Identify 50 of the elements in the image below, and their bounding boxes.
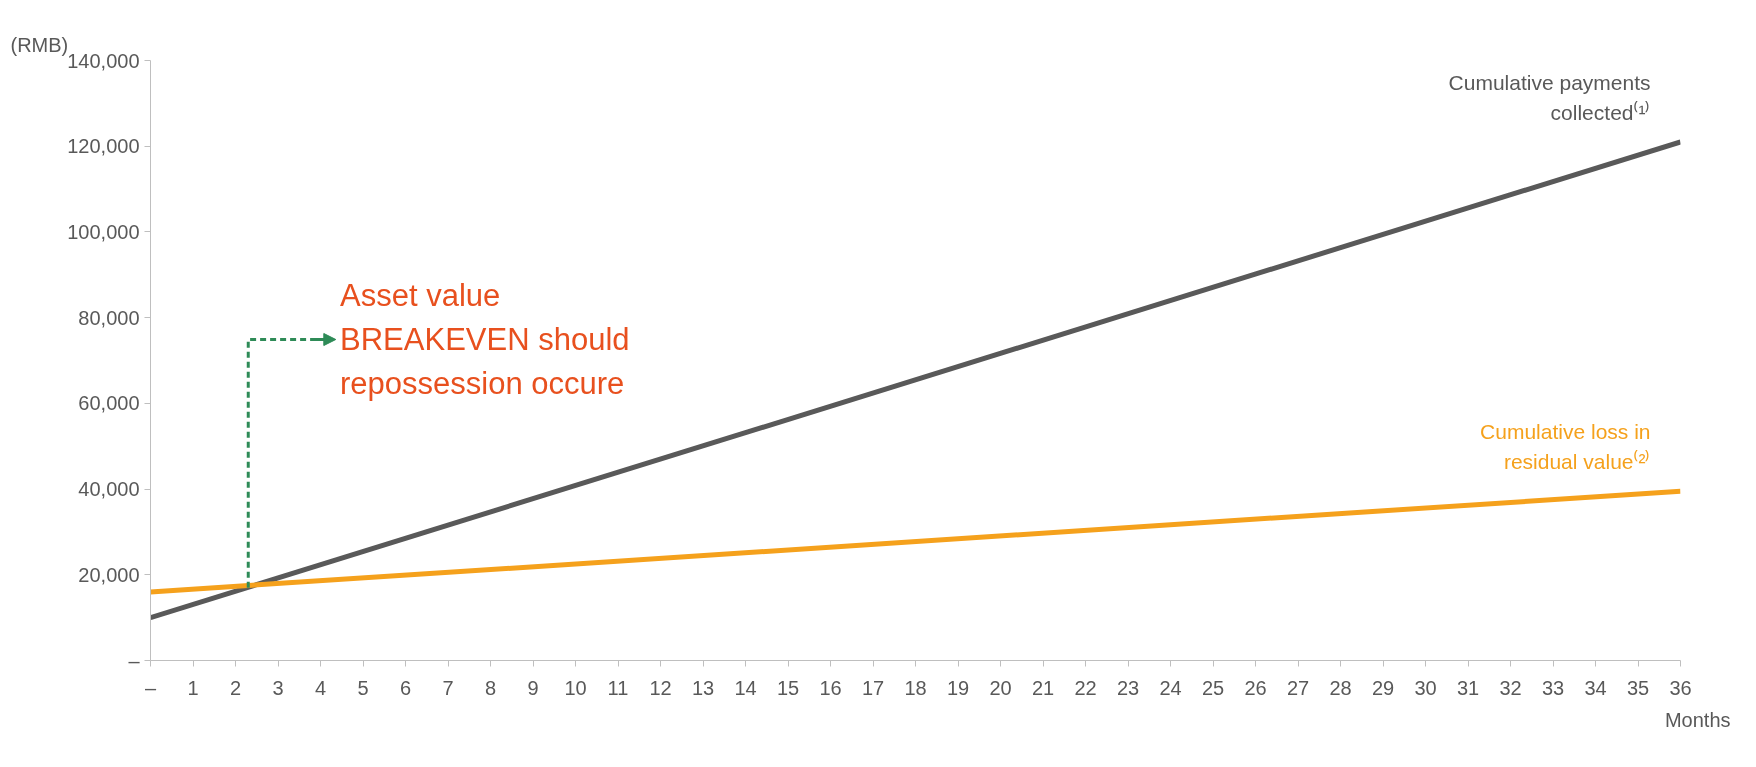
y-axis-title: (RMB) [10,33,69,56]
x-tick-label: 31 [1456,676,1480,699]
y-tick-label: 100,000 [67,220,140,243]
x-tick-label: 13 [691,676,715,699]
series-label: Cumulative payments collected⁽¹⁾ [1448,71,1651,124]
y-tick-label: 40,000 [78,478,140,501]
x-tick-label: 26 [1244,676,1267,699]
x-tick-label: 9 [527,676,539,699]
x-tick-label: 23 [1116,676,1140,699]
x-tick-label: 10 [564,676,587,699]
x-tick-label: 22 [1074,676,1097,699]
x-tick-label: 1 [187,676,199,699]
x-tick-label: 35 [1626,676,1650,699]
y-tick-label: – [128,649,141,672]
x-tick-label: 3 [272,676,284,699]
x-tick-label: 30 [1414,676,1437,699]
x-tick-label: 24 [1159,676,1182,699]
x-tick-label: 25 [1201,676,1225,699]
x-axis-title: Months [1664,708,1731,731]
x-tick-label: 36 [1669,676,1692,699]
y-tick-label: 60,000 [78,392,140,415]
x-tick-label: 17 [861,676,885,699]
x-tick-label: 7 [442,676,454,699]
x-tick-label: 32 [1499,676,1522,699]
y-tick-label: 120,000 [67,135,140,158]
x-tick-label: 27 [1286,676,1310,699]
x-tick-label: 2 [229,676,242,699]
x-tick-label: 11 [607,676,629,699]
x-tick-label: 8 [484,676,497,699]
x-tick-label: 15 [776,676,800,699]
x-tick-label: 4 [314,676,327,699]
y-tick-label: 140,000 [67,49,140,72]
x-tick-label: 16 [819,676,842,699]
x-tick-label: 6 [399,676,412,699]
x-tick-label: 33 [1541,676,1565,699]
x-tick-label: 21 [1031,676,1055,699]
x-tick-label: 14 [734,676,757,699]
x-tick-label: 12 [649,676,672,699]
y-tick-label: 80,000 [78,306,140,329]
x-tick-label: 19 [946,676,970,699]
x-tick-label: 29 [1371,676,1395,699]
x-tick-label: 18 [904,676,927,699]
y-tick-label: 20,000 [78,563,140,586]
series-label: Cumulative loss in residual value⁽²⁾ [1480,420,1651,474]
x-tick-label: 34 [1584,676,1607,699]
x-tick-label: 28 [1329,676,1352,699]
x-tick-label: 20 [989,676,1012,699]
x-tick-label: – [144,676,157,699]
x-tick-label: 5 [357,676,369,699]
annotation: Asset value BREAKEVEN should repossession occure [340,278,630,401]
